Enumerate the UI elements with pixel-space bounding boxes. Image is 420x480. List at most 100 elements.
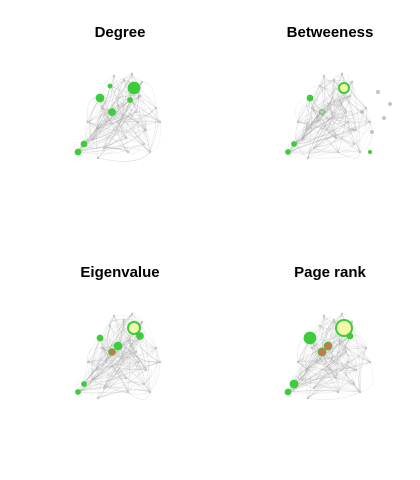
highlighted-node — [285, 149, 291, 155]
node — [154, 106, 158, 110]
edge — [301, 87, 345, 141]
edge — [95, 120, 107, 131]
edge — [287, 121, 299, 153]
edge — [328, 117, 339, 153]
edge — [297, 361, 312, 399]
node — [120, 356, 124, 360]
edge — [109, 85, 161, 123]
edge — [91, 139, 151, 153]
edge — [307, 357, 333, 399]
edge — [95, 339, 131, 371]
edge — [117, 103, 124, 119]
node — [330, 356, 334, 360]
edge — [97, 337, 107, 363]
edge — [91, 351, 137, 381]
edge — [305, 73, 343, 131]
node — [360, 110, 364, 114]
node — [130, 72, 134, 76]
edge — [287, 111, 347, 153]
edge — [101, 347, 139, 363]
edge — [121, 347, 137, 359]
node — [354, 128, 358, 132]
edge — [113, 315, 143, 323]
edge — [305, 75, 326, 131]
edge — [135, 111, 151, 153]
edge — [313, 121, 349, 149]
edge — [77, 335, 141, 393]
edge — [297, 345, 329, 363]
edge — [331, 356, 349, 363]
node — [376, 90, 380, 94]
edge — [319, 325, 349, 363]
edge — [301, 339, 341, 381]
edge — [99, 97, 161, 123]
edge — [103, 368, 147, 389]
edge — [111, 75, 127, 139]
edge — [311, 107, 337, 139]
node — [310, 346, 314, 350]
edge — [105, 113, 124, 123]
node — [304, 368, 308, 372]
highlighted-node — [127, 81, 141, 95]
edge — [315, 354, 371, 363]
edge — [149, 107, 157, 153]
edge — [91, 87, 135, 141]
edge — [347, 347, 367, 363]
edge — [359, 361, 374, 393]
edge — [347, 107, 368, 124]
edge — [301, 73, 343, 141]
edge — [121, 347, 157, 359]
node — [148, 390, 152, 394]
edge — [309, 97, 357, 131]
node — [314, 120, 318, 124]
edge — [109, 85, 139, 123]
edge — [101, 73, 133, 109]
edge — [87, 105, 119, 123]
highlighted-node — [74, 148, 82, 156]
panel-page-rank: Page rank — [240, 242, 420, 442]
edge — [127, 145, 151, 153]
node — [140, 320, 144, 324]
edge — [101, 347, 145, 385]
edge — [323, 75, 371, 123]
edge — [323, 75, 353, 83]
edge — [101, 107, 161, 123]
edge — [77, 143, 145, 155]
node — [322, 74, 326, 78]
highlighted-node — [284, 388, 292, 396]
edge — [97, 347, 157, 399]
edge — [297, 347, 314, 363]
edge — [315, 361, 361, 393]
edge — [305, 127, 337, 139]
edge — [311, 107, 349, 123]
edge — [103, 129, 147, 149]
edge — [87, 319, 125, 363]
edge — [311, 95, 351, 109]
edge — [91, 335, 141, 381]
edge — [97, 335, 141, 399]
node — [354, 368, 358, 372]
node — [314, 360, 318, 364]
edge — [126, 111, 137, 153]
edge — [101, 325, 114, 349]
edge — [97, 347, 104, 399]
edge — [301, 315, 325, 381]
edge — [97, 95, 141, 159]
node — [138, 94, 142, 98]
edge — [91, 325, 111, 381]
edge — [99, 337, 147, 371]
edge — [103, 368, 147, 389]
edge — [83, 117, 123, 145]
edge — [297, 121, 357, 132]
edge — [301, 85, 321, 141]
edge — [111, 351, 147, 371]
node — [144, 128, 148, 132]
edge — [339, 99, 371, 123]
edge — [149, 347, 159, 393]
edge — [103, 335, 141, 389]
edge — [121, 79, 127, 119]
edge — [319, 325, 334, 359]
edges-group — [287, 313, 374, 400]
edge — [129, 339, 151, 393]
edge — [301, 379, 361, 393]
